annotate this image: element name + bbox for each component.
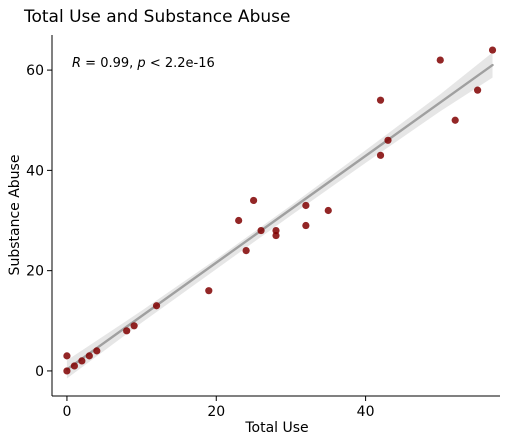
data-point — [78, 357, 86, 365]
regression-line — [65, 63, 494, 371]
plot-area — [63, 46, 497, 379]
data-point — [436, 56, 444, 64]
data-point — [63, 352, 71, 360]
data-point — [205, 287, 213, 295]
data-point — [376, 96, 385, 104]
x-axis-label: Total Use — [244, 420, 308, 436]
y-axis-ticks: 0 20 40 60 — [26, 63, 52, 380]
confidence-band-layer — [66, 52, 493, 379]
data-point — [250, 196, 258, 205]
y-tick-label: 60 — [26, 63, 44, 79]
data-point — [235, 216, 243, 225]
data-point — [70, 362, 78, 370]
data-point — [474, 86, 482, 94]
points-layer — [63, 46, 497, 375]
data-point — [488, 46, 497, 54]
data-point — [85, 352, 93, 360]
y-tick-label: 20 — [26, 264, 44, 280]
r-symbol: R — [72, 56, 81, 71]
p-symbol: p — [136, 56, 145, 71]
data-point — [302, 201, 310, 210]
x-tick-label: 40 — [357, 404, 375, 420]
data-point — [257, 226, 265, 235]
data-point — [384, 136, 392, 144]
data-point — [93, 347, 101, 355]
data-point — [63, 367, 71, 375]
y-tick-label: 0 — [35, 364, 44, 380]
data-point — [376, 151, 385, 159]
x-tick-label: 20 — [207, 404, 225, 420]
data-point — [123, 327, 131, 335]
data-point — [451, 116, 459, 124]
chart-title: Total Use and Substance Abuse — [23, 7, 290, 27]
correlation-annotation: R = 0.99, p < 2.2e-16 — [72, 56, 215, 71]
data-point — [302, 221, 310, 230]
data-point — [272, 226, 280, 235]
y-tick-label: 40 — [26, 163, 44, 179]
data-point — [242, 246, 250, 255]
x-tick-label: 0 — [62, 404, 71, 420]
confidence-band — [66, 52, 493, 379]
p-value: < 2.2e-16 — [146, 56, 215, 71]
fit-line-layer — [65, 63, 494, 371]
data-point — [130, 322, 138, 330]
data-point — [152, 302, 161, 310]
y-axis-label: Substance Abuse — [7, 155, 23, 276]
x-axis-ticks: 0 20 40 — [62, 396, 375, 420]
data-point — [272, 231, 280, 240]
r-value: = 0.99, — [81, 56, 137, 71]
data-point — [324, 206, 332, 215]
